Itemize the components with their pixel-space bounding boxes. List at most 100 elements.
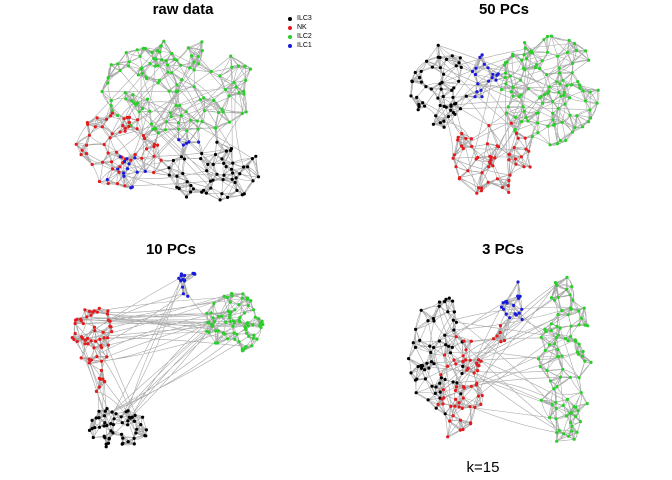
node-nk bbox=[464, 358, 468, 362]
node-nk bbox=[90, 162, 94, 167]
node-ilc3 bbox=[429, 360, 434, 364]
node-nk bbox=[476, 369, 480, 373]
node-ilc3 bbox=[454, 320, 459, 324]
node-nk bbox=[499, 340, 503, 344]
node-nk bbox=[70, 336, 74, 340]
node-ilc3 bbox=[200, 190, 204, 194]
node-nk bbox=[469, 384, 473, 388]
legend-swatch-ilc3 bbox=[288, 16, 292, 21]
node-ilc2 bbox=[220, 107, 224, 111]
node-nk bbox=[507, 178, 511, 183]
node-ilc3 bbox=[222, 161, 226, 165]
node-nk bbox=[488, 161, 492, 166]
node-ilc3 bbox=[416, 108, 420, 112]
node-ilc2 bbox=[164, 120, 169, 124]
node-nk bbox=[97, 306, 101, 310]
node-ilc2 bbox=[561, 78, 565, 82]
node-ilc2 bbox=[556, 313, 560, 317]
node-ilc2 bbox=[244, 345, 248, 349]
node-ilc3 bbox=[460, 371, 464, 376]
node-ilc2 bbox=[213, 341, 217, 345]
node-ilc2 bbox=[232, 331, 236, 335]
node-ilc2 bbox=[237, 91, 241, 95]
node-ilc3 bbox=[446, 310, 450, 314]
node-ilc2 bbox=[189, 54, 194, 58]
node-ilc3 bbox=[231, 171, 235, 175]
node-nk bbox=[487, 123, 491, 128]
node-ilc2 bbox=[230, 65, 234, 69]
node-ilc2 bbox=[195, 119, 199, 123]
node-ilc3 bbox=[438, 390, 442, 394]
node-nk bbox=[159, 158, 163, 162]
node-ilc2 bbox=[167, 89, 171, 93]
node-ilc2 bbox=[527, 87, 531, 91]
node-ilc3 bbox=[452, 310, 456, 314]
node-nk bbox=[507, 152, 511, 157]
node-ilc1 bbox=[475, 90, 479, 94]
node-ilc2 bbox=[255, 337, 259, 341]
node-nk bbox=[133, 153, 137, 157]
node-ilc2 bbox=[165, 63, 170, 67]
node-ilc3 bbox=[451, 299, 455, 303]
node-ilc3 bbox=[413, 345, 418, 349]
node-nk bbox=[92, 346, 96, 350]
node-ilc2 bbox=[246, 303, 250, 308]
node-ilc2 bbox=[242, 92, 246, 96]
node-ilc3 bbox=[111, 431, 115, 435]
node-nk bbox=[142, 136, 147, 141]
node-ilc2 bbox=[562, 432, 566, 436]
node-ilc3 bbox=[458, 107, 463, 111]
node-ilc2 bbox=[545, 368, 549, 373]
node-ilc2 bbox=[549, 34, 554, 38]
node-ilc2 bbox=[106, 75, 110, 80]
panel-title-50-pcs: 50 PCs bbox=[478, 1, 530, 18]
node-ilc1 bbox=[514, 313, 518, 317]
node-nk bbox=[514, 157, 518, 161]
node-ilc3 bbox=[206, 162, 210, 166]
node-ilc3 bbox=[444, 57, 449, 62]
node-ilc2 bbox=[549, 296, 554, 300]
node-ilc2 bbox=[245, 321, 250, 325]
node-ilc3 bbox=[93, 426, 97, 430]
node-nk bbox=[523, 136, 527, 140]
node-ilc3 bbox=[107, 436, 111, 440]
node-ilc3 bbox=[141, 415, 145, 419]
node-ilc1 bbox=[478, 55, 482, 60]
node-nk bbox=[457, 405, 461, 409]
node-nk bbox=[500, 185, 504, 190]
node-ilc2 bbox=[582, 306, 586, 310]
node-ilc2 bbox=[555, 385, 559, 389]
node-ilc2 bbox=[568, 96, 572, 100]
node-ilc3 bbox=[126, 423, 130, 427]
node-ilc1 bbox=[187, 140, 191, 144]
node-ilc2 bbox=[577, 376, 581, 380]
node-nk bbox=[102, 336, 106, 340]
node-ilc2 bbox=[553, 298, 557, 302]
node-ilc1 bbox=[135, 170, 139, 174]
node-nk bbox=[470, 144, 474, 148]
node-ilc2 bbox=[548, 379, 553, 383]
node-ilc2 bbox=[189, 118, 193, 122]
node-ilc2 bbox=[534, 111, 539, 115]
node-ilc2 bbox=[550, 403, 554, 407]
node-nk bbox=[129, 158, 133, 162]
node-ilc3 bbox=[436, 43, 440, 47]
node-ilc2 bbox=[242, 311, 247, 315]
node-ilc2 bbox=[566, 339, 570, 343]
node-ilc2 bbox=[149, 122, 154, 126]
node-ilc3 bbox=[442, 104, 446, 108]
node-nk bbox=[135, 127, 139, 131]
node-ilc2 bbox=[212, 98, 216, 102]
node-nk bbox=[110, 132, 114, 136]
node-ilc2 bbox=[245, 331, 249, 335]
node-ilc3 bbox=[120, 442, 124, 446]
node-ilc2 bbox=[158, 50, 162, 54]
node-ilc2 bbox=[240, 296, 244, 300]
node-ilc2 bbox=[145, 97, 150, 101]
node-ilc2 bbox=[209, 311, 213, 315]
node-nk bbox=[476, 394, 481, 398]
node-ilc2 bbox=[569, 83, 574, 87]
node-ilc3 bbox=[111, 423, 115, 427]
node-ilc3 bbox=[432, 362, 436, 366]
node-ilc2 bbox=[555, 142, 560, 146]
